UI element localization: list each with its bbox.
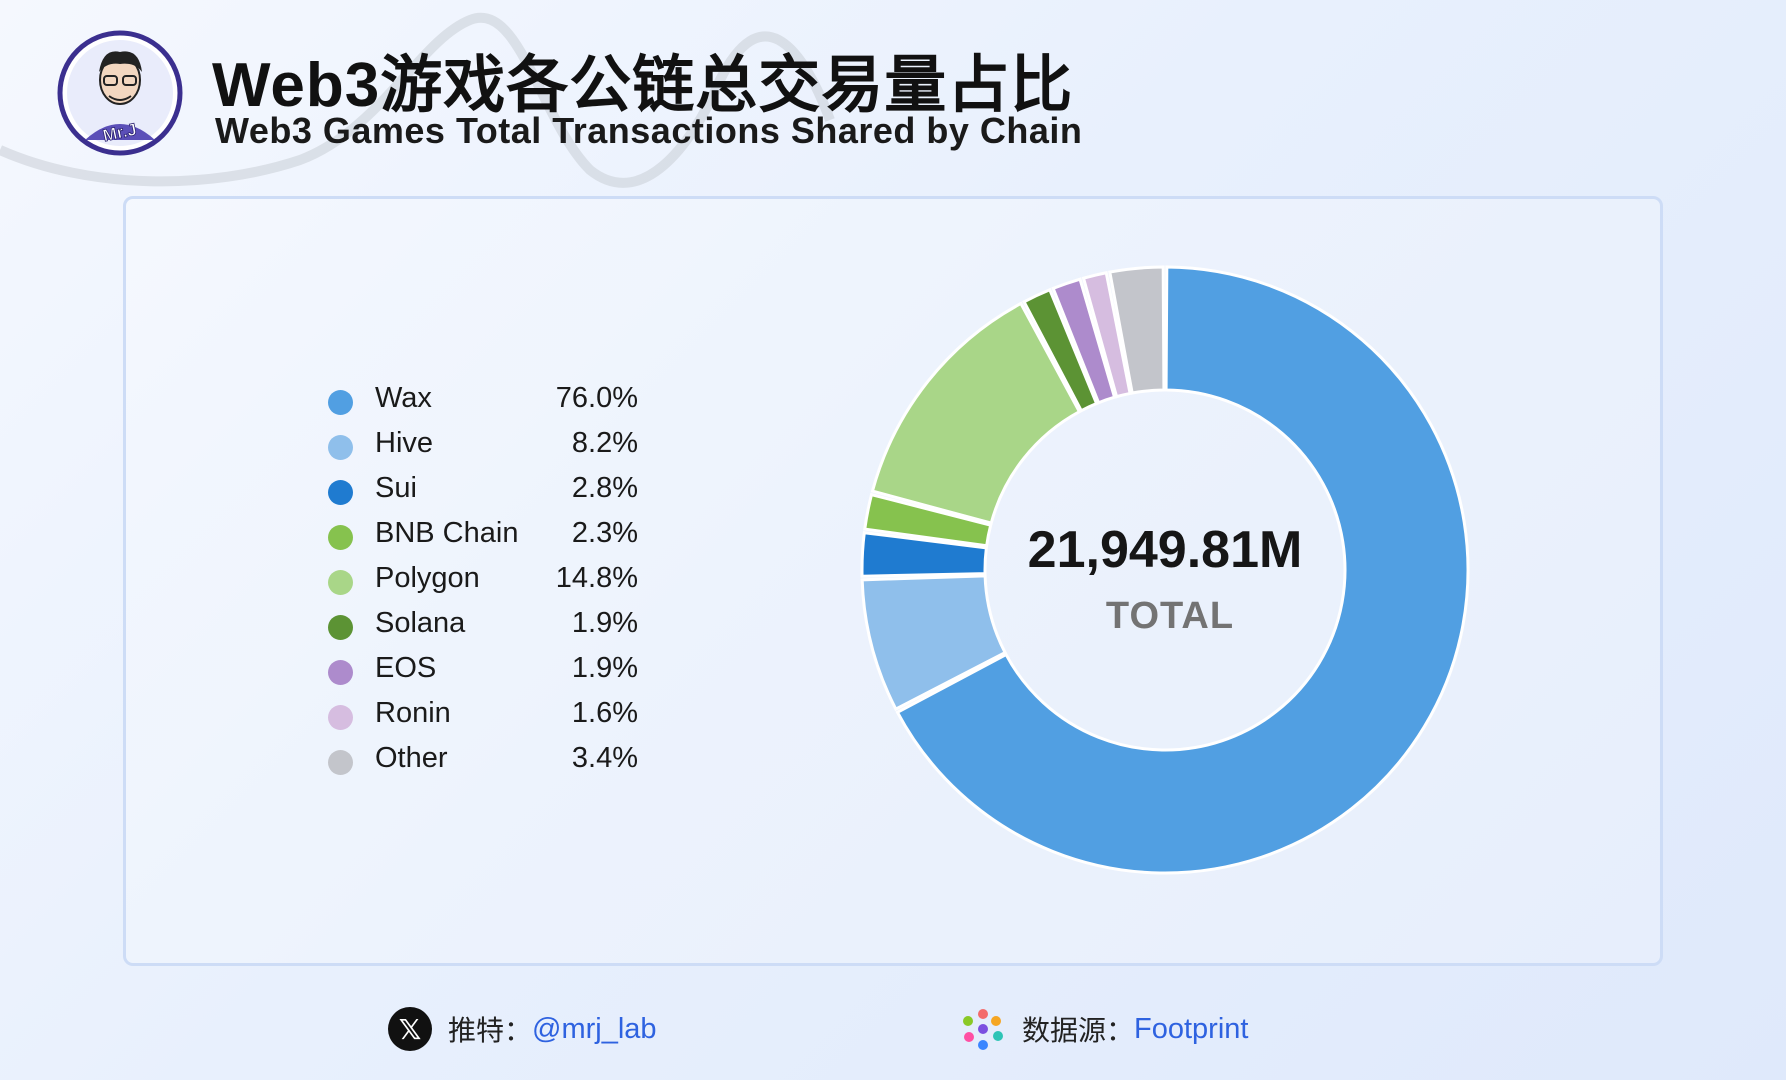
legend-value: 2.3%	[571, 517, 638, 549]
logo-text: Mr.J	[101, 120, 138, 146]
legend-item-sui: Sui 2.8%	[328, 468, 638, 513]
donut-slice-sui	[860, 531, 989, 578]
legend-value: 8.2%	[571, 427, 638, 459]
legend-swatch	[328, 750, 353, 775]
page-subtitle: Web3 Games Total Transactions Shared by …	[215, 110, 1083, 151]
legend-label: BNB Chain	[375, 517, 519, 549]
twitter-credit: 𝕏 推特： @mrj_lab	[388, 1006, 657, 1052]
legend-label: Ronin	[375, 697, 451, 729]
donut-center-label: TOTAL	[1105, 595, 1235, 637]
legend-swatch	[328, 480, 353, 505]
donut-slice-solana	[1022, 287, 1099, 413]
legend-value: 3.4%	[571, 742, 638, 774]
chart-legend: Wax 76.0% Hive 8.2% Sui 2.8% BNB Chain 2…	[328, 378, 638, 783]
legend-item-other: Other 3.4%	[328, 738, 638, 783]
legend-label: Polygon	[375, 562, 480, 594]
donut-slice-ronin	[1081, 270, 1132, 399]
legend-swatch	[328, 570, 353, 595]
source-name-link[interactable]: Footprint	[1134, 1012, 1249, 1045]
mrj-logo: Mr.J	[57, 30, 183, 156]
source-label: 数据源：	[1022, 1015, 1135, 1046]
legend-item-solana: Solana 1.9%	[328, 603, 638, 648]
legend-label: Solana	[375, 607, 466, 639]
legend-value: 14.8%	[555, 562, 638, 594]
legend-item-bnb-chain: BNB Chain 2.3%	[328, 513, 638, 558]
legend-swatch	[328, 390, 353, 415]
legend-value: 76.0%	[555, 382, 638, 414]
source-credit: 数据源： Footprint	[960, 1006, 1248, 1052]
legend-swatch	[328, 615, 353, 640]
legend-label: Hive	[375, 427, 434, 459]
donut-center-value: 21,949.81M	[1027, 521, 1303, 579]
donut-chart	[860, 265, 1470, 875]
twitter-label: 推特：	[448, 1015, 533, 1046]
donut-slice-wax	[895, 265, 1470, 875]
legend-label: Sui	[375, 472, 417, 504]
legend-label: EOS	[375, 652, 437, 684]
legend-item-eos: EOS 1.9%	[328, 648, 638, 693]
legend-value: 1.6%	[571, 697, 638, 729]
twitter-handle-link[interactable]: @mrj_lab	[532, 1012, 657, 1045]
page-title: Web3游戏各公链总交易量占比	[212, 51, 1074, 120]
background-swirl	[0, 12, 835, 188]
legend-item-ronin: Ronin 1.6%	[328, 693, 638, 738]
legend-label: Wax	[375, 382, 432, 414]
donut-slice-hive	[860, 574, 1008, 712]
legend-item-polygon: Polygon 14.8%	[328, 558, 638, 603]
legend-swatch	[328, 525, 353, 550]
legend-value: 1.9%	[571, 652, 638, 684]
legend-item-hive: Hive 8.2%	[328, 423, 638, 468]
legend-value: 1.9%	[571, 607, 638, 639]
footprint-logo-icon	[963, 1009, 1003, 1050]
legend-item-wax: Wax 76.0%	[328, 378, 638, 423]
legend-swatch	[328, 435, 353, 460]
donut-slice-other	[1108, 265, 1166, 395]
legend-label: Other	[375, 742, 448, 774]
donut-slice-bnb-chain	[863, 492, 993, 548]
x-logo-icon: 𝕏	[388, 1007, 432, 1051]
legend-value: 2.8%	[571, 472, 638, 504]
legend-swatch	[328, 705, 353, 730]
legend-swatch	[328, 660, 353, 685]
donut-slice-eos	[1051, 277, 1117, 405]
donut-slice-polygon	[870, 301, 1082, 525]
